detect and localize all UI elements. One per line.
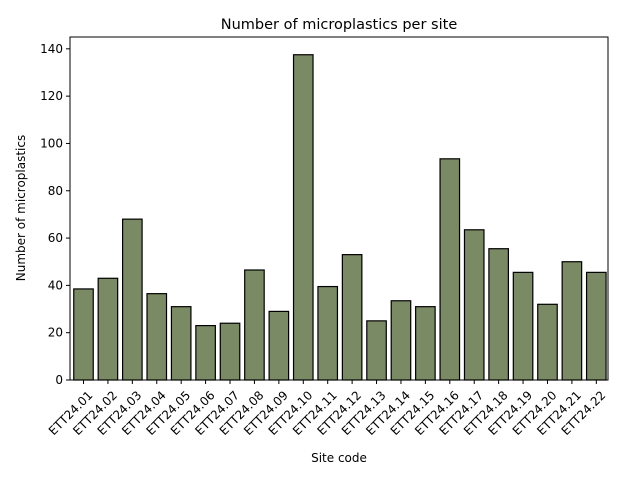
bar-ett24-07 bbox=[219, 322, 241, 381]
y-tick-label: 100 bbox=[40, 136, 63, 150]
y-tick-label: 140 bbox=[40, 42, 63, 56]
bar-ett24-05 bbox=[170, 306, 192, 381]
bar-ett24-10 bbox=[292, 54, 314, 381]
y-tick-label: 60 bbox=[48, 231, 63, 245]
bar-ett24-21 bbox=[561, 261, 583, 381]
x-axis-ticks: ETT24.01ETT24.02ETT24.03ETT24.04ETT24.05… bbox=[46, 380, 608, 438]
bar-ett24-08 bbox=[244, 269, 265, 381]
bar-ett24-15 bbox=[415, 306, 436, 381]
bar-ett24-19 bbox=[512, 271, 534, 381]
y-tick-label: 120 bbox=[40, 89, 63, 103]
y-axis-label: Number of microplastics bbox=[14, 135, 28, 281]
y-tick-label: 80 bbox=[48, 184, 63, 198]
y-tick-label: 0 bbox=[55, 373, 63, 387]
bar-ett24-06 bbox=[195, 324, 216, 381]
bar-ett24-20 bbox=[537, 303, 558, 381]
bar-ett24-14 bbox=[390, 300, 412, 381]
chart-title: Number of microplastics per site bbox=[221, 17, 458, 33]
x-axis-label: Site code bbox=[311, 451, 367, 465]
y-axis-ticks: 0 20 40 60 80 100 120 140 bbox=[40, 42, 70, 387]
bar-ett24-17 bbox=[463, 229, 485, 381]
bar-ett24-09 bbox=[268, 310, 290, 381]
y-tick-label: 40 bbox=[48, 278, 63, 292]
bar-ett24-12 bbox=[341, 254, 363, 381]
bar-ett24-16 bbox=[439, 158, 461, 381]
bar-ett24-04 bbox=[146, 293, 168, 381]
bar-ett24-01 bbox=[73, 288, 94, 381]
bars-group bbox=[73, 54, 607, 381]
y-tick-label: 20 bbox=[48, 326, 63, 340]
plot-frame bbox=[69, 36, 609, 381]
bar-ett24-22 bbox=[585, 271, 607, 381]
bar-ett24-03 bbox=[121, 218, 143, 381]
bar-ett24-13 bbox=[366, 320, 387, 381]
bar-ett24-18 bbox=[488, 248, 509, 381]
bar-ett24-11 bbox=[317, 285, 339, 381]
bar-ett24-02 bbox=[97, 277, 119, 381]
